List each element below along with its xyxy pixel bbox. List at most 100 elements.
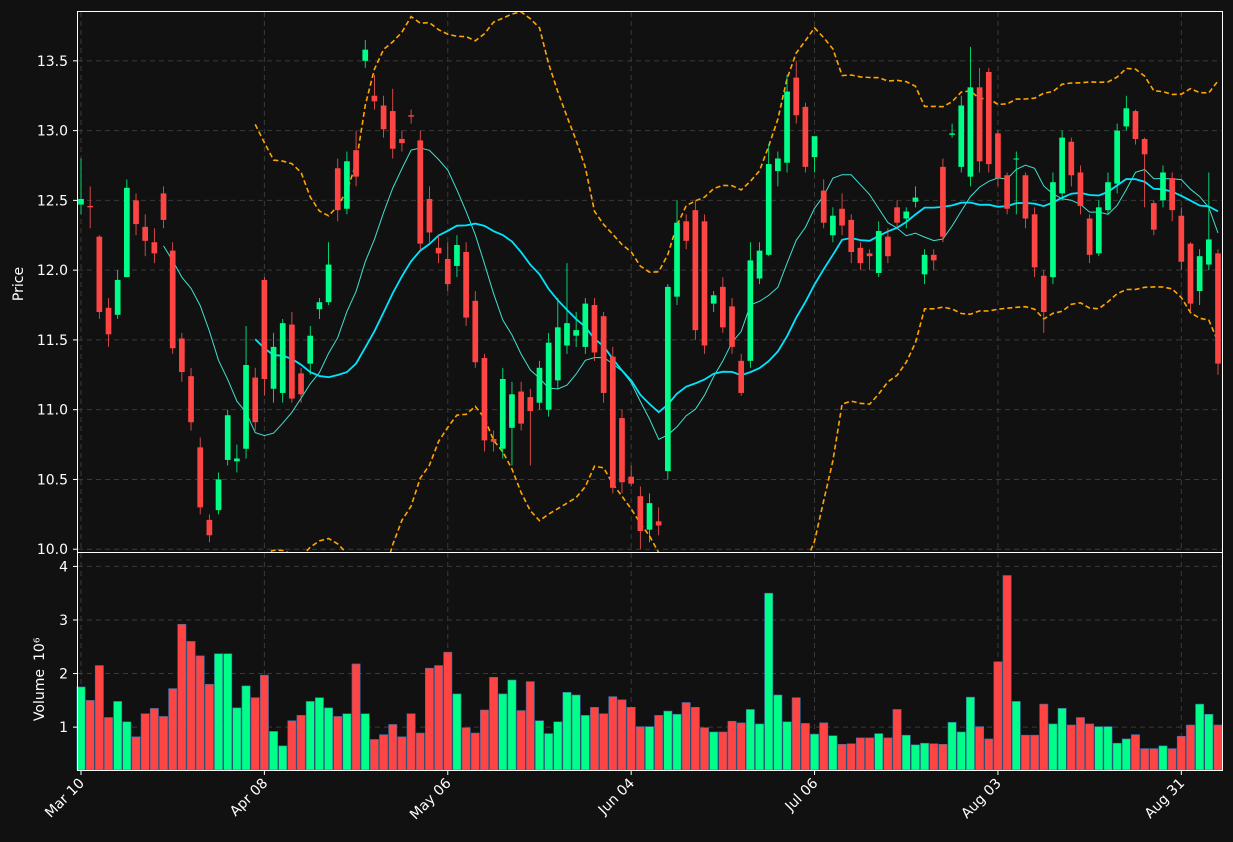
candle-body: [729, 306, 735, 347]
candle-body: [1150, 203, 1157, 230]
candle-body: [444, 258, 451, 285]
volume-bar: [1030, 734, 1040, 771]
candle-body: [628, 476, 635, 484]
volume-bar: [626, 707, 636, 771]
candle-body: [243, 365, 249, 449]
candle-body: [206, 519, 213, 536]
volume-bar: [1131, 734, 1140, 771]
volume-bar: [1140, 748, 1150, 771]
volume-bar: [874, 733, 884, 771]
candle-body: [1086, 218, 1093, 255]
volume-bar: [984, 738, 994, 771]
volume-bar: [681, 702, 691, 771]
volume-bar: [773, 694, 783, 771]
volume-bar: [1002, 575, 1012, 771]
candle-body: [124, 187, 130, 278]
volume-bar: [535, 720, 544, 771]
volume-bar: [892, 709, 902, 771]
volume-bar: [791, 697, 801, 771]
volume-bar: [1167, 748, 1177, 771]
volume-bar: [1076, 717, 1085, 771]
volume-bar: [1103, 726, 1113, 771]
candle-body: [362, 49, 369, 61]
volume-bar: [599, 713, 609, 771]
volume-bar: [920, 742, 930, 771]
volume-bar: [443, 651, 453, 771]
candle-body: [114, 279, 121, 315]
volume-bar: [700, 727, 709, 771]
volume-bar: [104, 717, 113, 771]
volume-bar: [901, 734, 911, 771]
volume-axis-title: Volume: [32, 669, 48, 721]
ma-short-line: [163, 147, 1219, 440]
volume-bar: [1213, 724, 1223, 771]
volume-bar: [131, 736, 141, 771]
candle-body: [775, 158, 781, 172]
volume-bar: [214, 653, 223, 771]
candle-body: [1187, 243, 1194, 304]
candle-body: [344, 161, 350, 209]
volume-bar: [232, 707, 242, 771]
candle-body: [279, 323, 286, 393]
candle-body: [179, 338, 185, 372]
candle-body: [802, 106, 809, 167]
bollinger-upper-line: [254, 12, 1219, 274]
price-axis-label: Price: [11, 267, 27, 301]
volume-bar: [1195, 703, 1205, 771]
candle-body: [169, 250, 176, 349]
candle-body: [582, 303, 589, 347]
volume-bar: [663, 710, 673, 771]
candle-body: [1050, 182, 1056, 278]
candle-body: [903, 211, 910, 219]
candle-body: [1095, 207, 1102, 254]
volume-bar: [406, 713, 416, 771]
volume-bar: [278, 745, 288, 771]
volume-bar: [1048, 723, 1058, 771]
volume-bar: [819, 722, 829, 771]
candle-body: [499, 378, 506, 449]
volume-panel-frame: [77, 552, 1223, 771]
volume-bars: [76, 575, 1223, 771]
candle-body: [995, 133, 1001, 179]
candle-body: [435, 247, 442, 254]
volume-bar: [1094, 726, 1104, 771]
volume-bar: [956, 731, 966, 771]
candle-body: [664, 286, 671, 472]
volume-bar: [966, 696, 975, 771]
volume-tick-label: 3: [59, 613, 68, 629]
candle-body: [839, 208, 845, 226]
candle-body: [527, 397, 534, 412]
volume-bar: [865, 737, 874, 771]
volume-bar: [855, 737, 865, 771]
candle-body: [417, 140, 424, 244]
candle-body: [710, 295, 717, 304]
price-tick-label: 13.0: [37, 124, 68, 140]
volume-bar: [269, 731, 278, 771]
volume-bar: [1057, 708, 1067, 771]
price-tick-label: 12.5: [37, 193, 68, 209]
volume-bar: [94, 665, 104, 771]
candle-body: [655, 521, 662, 526]
candle-body: [1132, 111, 1139, 139]
candle-body: [371, 95, 378, 102]
volume-bar: [1112, 742, 1122, 771]
volume-bar: [223, 653, 233, 771]
candle-body: [720, 286, 726, 328]
candle-body: [133, 200, 139, 225]
volume-bar: [388, 724, 398, 771]
volume-tick-label: 2: [59, 667, 68, 683]
candle-body: [1123, 108, 1130, 127]
candle-body: [848, 219, 855, 252]
volume-bar: [993, 661, 1003, 771]
candle-body: [784, 91, 790, 163]
volume-bar: [571, 694, 581, 771]
candle-body: [105, 307, 112, 335]
candle-body: [215, 479, 222, 511]
candle-body: [747, 260, 754, 361]
candle-body: [298, 373, 304, 395]
candle-body: [197, 447, 204, 508]
candle-body: [87, 205, 94, 208]
candle-body: [885, 236, 891, 257]
volume-bar: [672, 713, 682, 771]
volume-bar: [947, 722, 957, 771]
